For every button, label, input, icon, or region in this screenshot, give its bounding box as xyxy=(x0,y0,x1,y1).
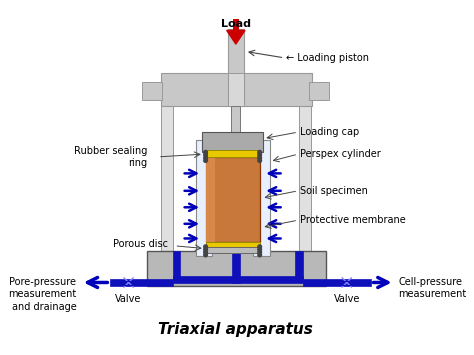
Circle shape xyxy=(258,245,262,248)
Circle shape xyxy=(258,248,262,251)
Bar xyxy=(299,100,311,261)
Circle shape xyxy=(204,156,208,160)
Bar xyxy=(161,100,173,261)
Circle shape xyxy=(258,156,262,160)
Bar xyxy=(195,140,212,256)
Bar xyxy=(233,19,238,32)
Bar xyxy=(206,157,260,242)
Bar xyxy=(147,251,326,286)
Bar xyxy=(295,251,303,279)
Bar xyxy=(206,247,260,253)
Text: Loading cap: Loading cap xyxy=(300,127,359,137)
Bar xyxy=(124,281,133,285)
Text: Soil specimen: Soil specimen xyxy=(300,186,368,196)
Polygon shape xyxy=(227,30,245,44)
Circle shape xyxy=(258,159,262,162)
Bar xyxy=(142,82,163,100)
Circle shape xyxy=(258,153,262,157)
Text: Protective membrane: Protective membrane xyxy=(300,215,406,225)
Circle shape xyxy=(258,151,262,154)
Bar xyxy=(110,279,173,286)
Bar xyxy=(206,157,215,242)
Text: Porous disc: Porous disc xyxy=(113,239,168,249)
Circle shape xyxy=(204,245,208,248)
Text: ← Loading piston: ← Loading piston xyxy=(286,53,369,63)
Text: Pore-pressure
measurement
and drainage: Pore-pressure measurement and drainage xyxy=(8,277,76,312)
Text: Valve: Valve xyxy=(334,294,360,304)
Circle shape xyxy=(204,159,208,162)
Bar xyxy=(342,281,351,285)
Bar xyxy=(206,242,260,248)
Bar xyxy=(232,251,239,283)
Bar xyxy=(202,132,264,152)
Text: Cell-pressure
measurement: Cell-pressure measurement xyxy=(398,277,466,299)
Text: Perspex cylinder: Perspex cylinder xyxy=(300,149,381,159)
Circle shape xyxy=(204,151,208,154)
Circle shape xyxy=(204,248,208,251)
Bar xyxy=(161,72,312,106)
Text: Rubber sealing
ring: Rubber sealing ring xyxy=(73,146,147,168)
Bar xyxy=(309,82,329,100)
Circle shape xyxy=(204,253,208,257)
Text: Load: Load xyxy=(221,19,251,29)
Circle shape xyxy=(258,250,262,254)
Bar xyxy=(206,151,260,157)
Bar xyxy=(253,140,270,256)
Circle shape xyxy=(204,153,208,157)
Circle shape xyxy=(258,253,262,257)
Circle shape xyxy=(204,250,208,254)
Bar xyxy=(231,106,240,134)
Bar xyxy=(173,251,180,279)
Bar xyxy=(173,276,303,283)
Bar xyxy=(228,72,244,106)
Bar xyxy=(303,279,371,286)
Text: Valve: Valve xyxy=(115,294,142,304)
Bar xyxy=(228,28,244,102)
Text: Triaxial apparatus: Triaxial apparatus xyxy=(158,322,313,337)
